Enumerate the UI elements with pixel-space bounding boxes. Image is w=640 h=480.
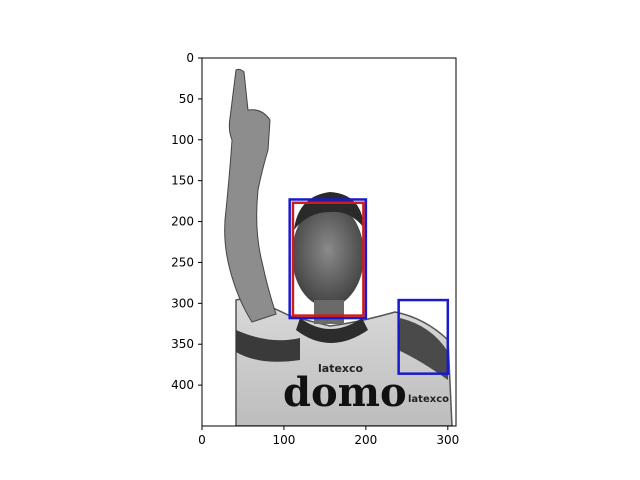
y-tick-label: 0: [186, 51, 194, 65]
x-tick-label: 0: [198, 433, 206, 447]
y-tick-label: 150: [171, 174, 194, 188]
neck: [314, 300, 344, 324]
y-tick-label: 50: [179, 92, 194, 106]
y-tick-label: 200: [171, 215, 194, 229]
x-tick-label: 200: [354, 433, 377, 447]
bounding-box: [397, 298, 450, 375]
bounding-boxes: [288, 198, 450, 375]
jersey-dark-band: [236, 330, 300, 362]
y-tick-label: 100: [171, 133, 194, 147]
jersey-sponsor-text: latexco: [318, 362, 364, 375]
head: [292, 203, 364, 307]
sleeve-right: [398, 318, 448, 380]
raised-arm: [224, 68, 277, 323]
bounding-box: [291, 201, 365, 317]
y-tick-label: 300: [171, 296, 194, 310]
axes-frame: [201, 57, 457, 427]
bounding-box: [288, 198, 368, 320]
x-tick-label: 300: [436, 433, 459, 447]
y-tick-label: 250: [171, 255, 194, 269]
jersey-sponsor-text-2: latexco: [408, 394, 449, 405]
y-axis: 0 50 100 150 200 250 300 350 400: [171, 51, 202, 392]
y-tick-label: 350: [171, 337, 194, 351]
x-tick-label: 100: [272, 433, 295, 447]
y-tick-label: 400: [171, 378, 194, 392]
jersey-logo-text: domo: [283, 369, 407, 416]
grayscale-photo: domo latexco latexco: [202, 58, 456, 426]
collar: [296, 318, 368, 343]
x-axis: 0 100 200 300: [198, 426, 459, 447]
